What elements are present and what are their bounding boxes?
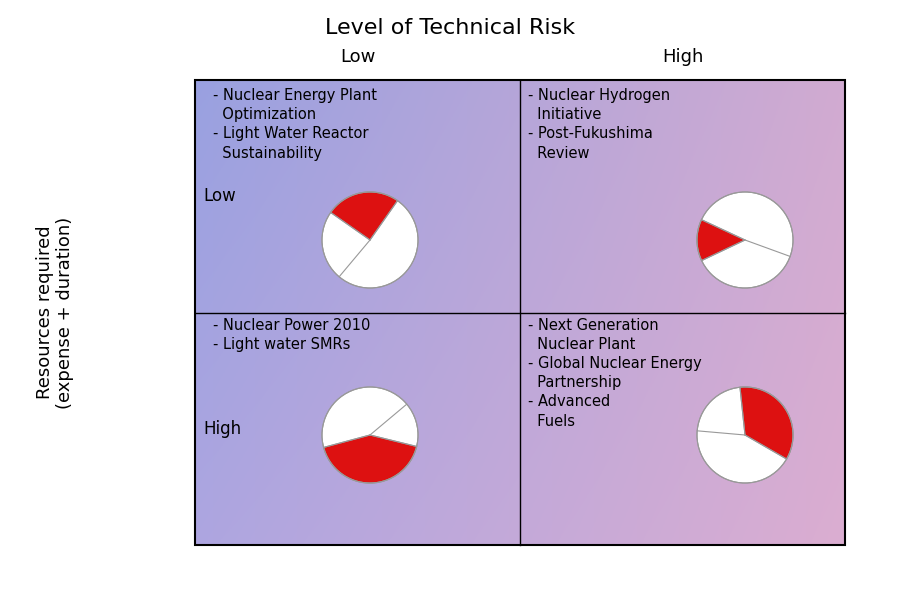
Polygon shape <box>697 220 745 260</box>
Text: - Next Generation
  Nuclear Plant
- Global Nuclear Energy
  Partnership
- Advanc: - Next Generation Nuclear Plant - Global… <box>528 317 702 428</box>
Text: Level of Technical Risk: Level of Technical Risk <box>325 18 575 38</box>
Text: Low: Low <box>203 187 236 205</box>
Circle shape <box>322 387 418 483</box>
Text: - Nuclear Hydrogen
  Initiative
- Post-Fukushima
  Review: - Nuclear Hydrogen Initiative - Post-Fuk… <box>528 88 670 161</box>
Circle shape <box>697 387 793 483</box>
Polygon shape <box>324 435 417 483</box>
Text: - Nuclear Power 2010
- Light water SMRs: - Nuclear Power 2010 - Light water SMRs <box>213 317 371 352</box>
Polygon shape <box>330 192 398 240</box>
Circle shape <box>322 192 418 288</box>
Polygon shape <box>740 387 793 459</box>
Text: High: High <box>203 420 241 438</box>
Circle shape <box>697 192 793 288</box>
Bar <box>195 80 845 545</box>
Text: - Nuclear Energy Plant
  Optimization
- Light Water Reactor
  Sustainability: - Nuclear Energy Plant Optimization - Li… <box>213 88 377 161</box>
Text: High: High <box>662 48 703 66</box>
Text: Resources required
(expense + duration): Resources required (expense + duration) <box>36 217 75 409</box>
Text: Low: Low <box>340 48 375 66</box>
